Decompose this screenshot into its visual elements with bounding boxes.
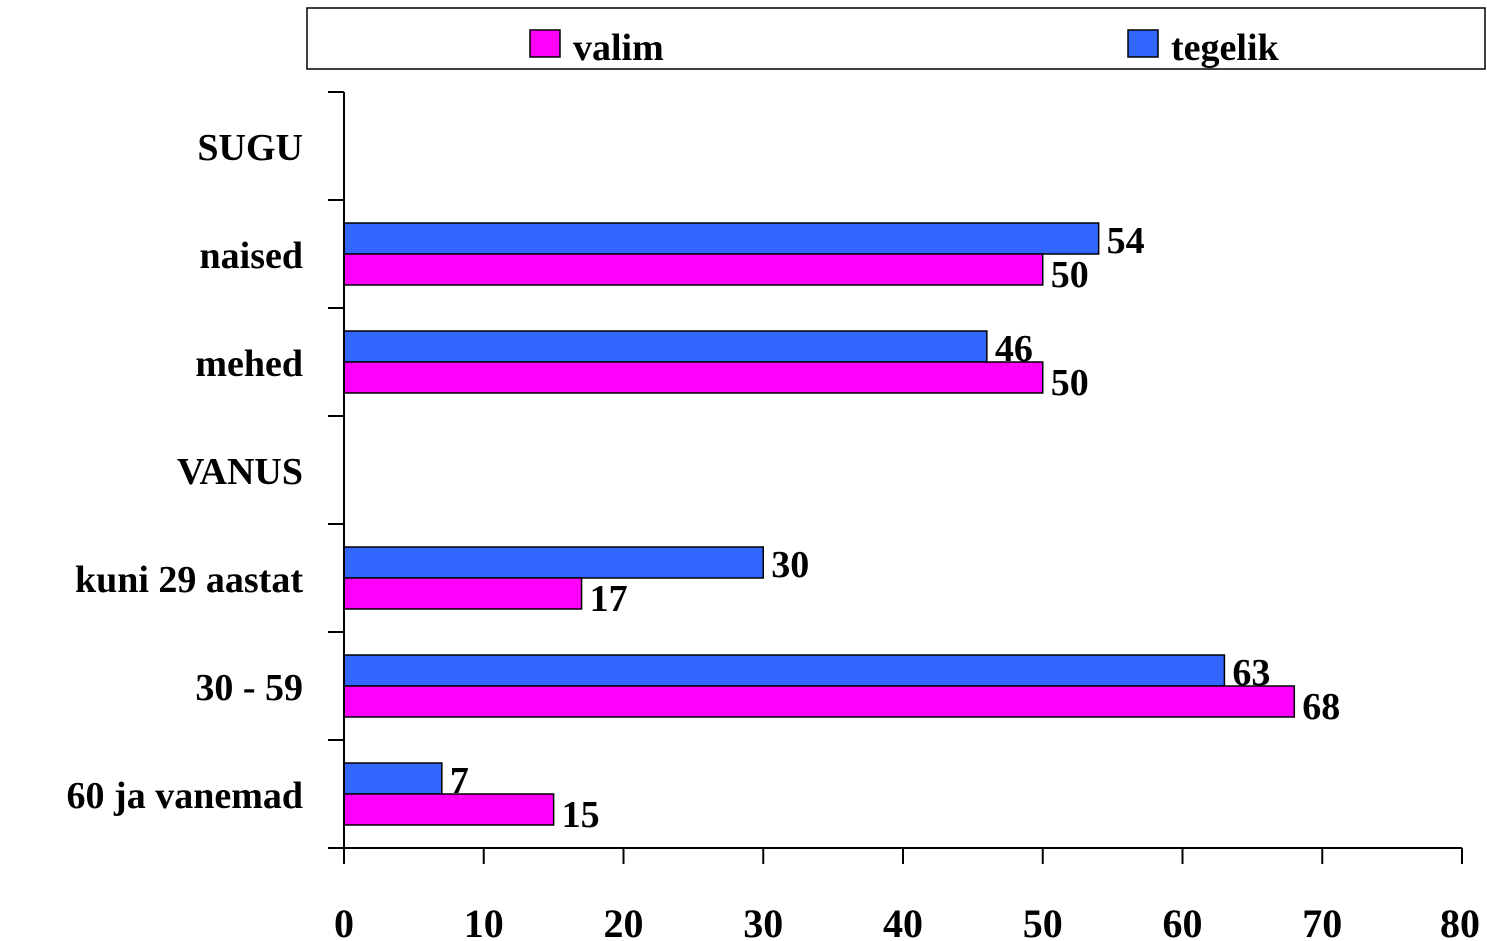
bar-tegelik xyxy=(343,762,443,795)
value-label-tegelik: 7 xyxy=(450,760,469,802)
value-label-valim: 15 xyxy=(562,794,600,836)
bar-tegelik xyxy=(343,222,1100,255)
bar-tegelik xyxy=(343,546,764,579)
bar-valim xyxy=(343,253,1044,286)
category-label: naised xyxy=(200,235,303,277)
category-label: 30 - 59 xyxy=(195,667,303,709)
bar-tegelik xyxy=(343,330,988,363)
x-tick-label: 70 xyxy=(1302,901,1342,941)
x-tick-label: 60 xyxy=(1163,901,1203,941)
value-labels: 54 50 46 50 30 17 63 68 7 15 xyxy=(450,220,1340,836)
legend: valim tegelik xyxy=(306,7,1486,70)
legend-label-tegelik: tegelik xyxy=(1171,27,1280,69)
legend-label-valim: valim xyxy=(573,27,664,69)
legend-swatch-tegelik xyxy=(1127,29,1159,58)
bar-valim xyxy=(343,577,583,610)
value-label-valim: 50 xyxy=(1051,362,1089,404)
x-tick-label: 20 xyxy=(604,901,644,941)
legend-swatch-valim xyxy=(529,29,561,58)
bar-valim xyxy=(343,793,555,826)
bars xyxy=(343,222,1296,826)
category-label: kuni 29 aastat xyxy=(75,559,303,601)
x-tick-label: 50 xyxy=(1023,901,1063,941)
x-tick-label: 30 xyxy=(743,901,783,941)
category-label: mehed xyxy=(195,343,303,385)
value-label-tegelik: 54 xyxy=(1107,220,1145,262)
value-label-tegelik: 30 xyxy=(771,544,809,586)
category-labels: SUGU naised mehed VANUS kuni 29 aastat 30 - 5… xyxy=(67,127,304,817)
value-label-valim: 68 xyxy=(1302,686,1340,728)
bar-valim xyxy=(343,361,1044,394)
value-label-tegelik: 63 xyxy=(1232,652,1270,694)
bar-valim xyxy=(343,685,1296,718)
legend-box xyxy=(306,7,1486,70)
category-label: 60 ja vanemad xyxy=(67,775,303,817)
value-label-valim: 17 xyxy=(590,578,628,620)
bar-tegelik xyxy=(343,654,1226,687)
value-label-tegelik: 46 xyxy=(995,328,1033,370)
x-tick-label: 40 xyxy=(883,901,923,941)
x-tick-label: 10 xyxy=(464,901,504,941)
value-label-valim: 50 xyxy=(1051,254,1089,296)
x-tick-label: 80 xyxy=(1440,901,1480,941)
axes: 0 10 20 30 40 50 60 70 80 xyxy=(328,91,1480,941)
category-label: VANUS xyxy=(177,451,303,493)
x-tick-label: 0 xyxy=(334,901,354,941)
category-label: SUGU xyxy=(197,127,303,169)
